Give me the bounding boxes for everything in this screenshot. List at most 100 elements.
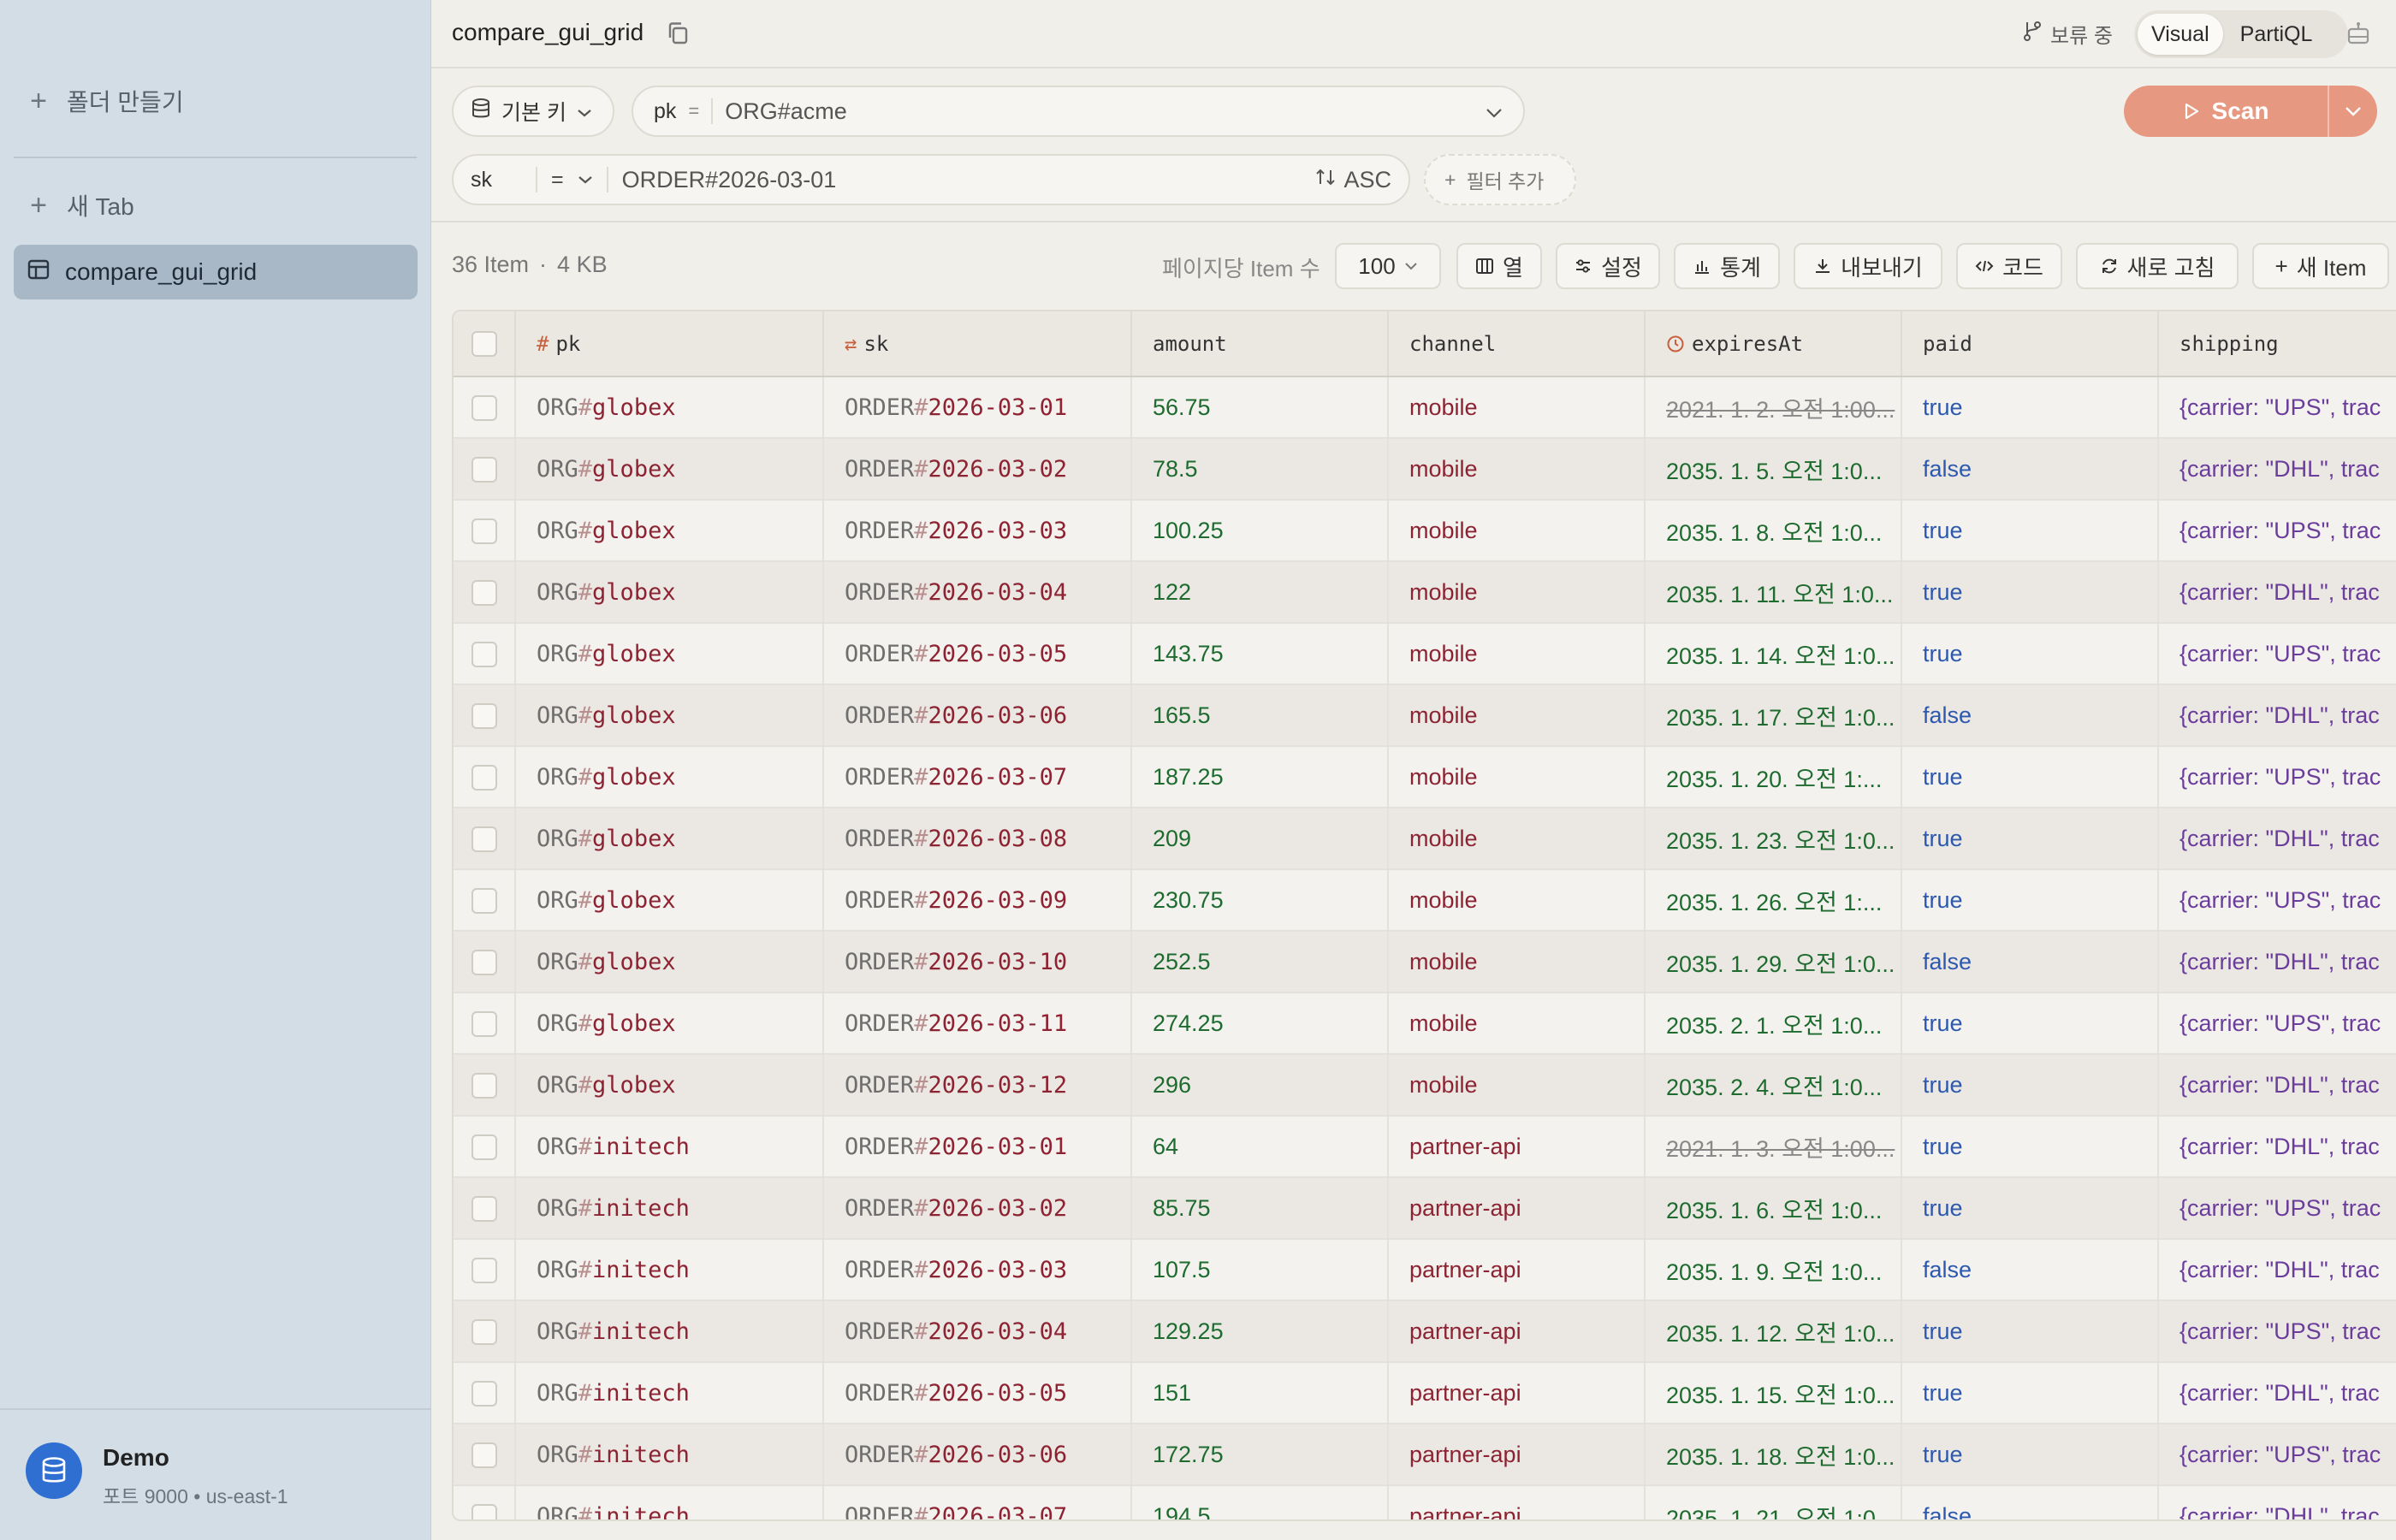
cell-channel[interactable]: mobile — [1388, 746, 1646, 808]
assistant-icon[interactable] — [2346, 21, 2370, 50]
cell-channel[interactable]: mobile — [1388, 684, 1646, 747]
sk-value-input[interactable]: ORDER#2026-03-01 — [621, 166, 837, 192]
cell-pk[interactable]: ORG#globex — [515, 500, 824, 562]
column-header-paid[interactable]: paid — [1901, 311, 2159, 377]
cell-expiresat[interactable]: 2035. 1. 6. 오전 1:0... — [1645, 1177, 1902, 1240]
select-all-checkbox[interactable] — [471, 330, 497, 357]
cell-shipping[interactable]: {carrier: "UPS", trac — [2158, 746, 2396, 808]
cell-paid[interactable]: false — [1901, 1239, 2159, 1301]
cell-paid[interactable]: true — [1901, 1177, 2159, 1240]
cell-expiresat[interactable]: 2035. 1. 23. 오전 1:0... — [1645, 808, 1902, 870]
row-checkbox[interactable] — [471, 1010, 497, 1037]
row-checkbox[interactable] — [471, 764, 497, 791]
cell-amount[interactable]: 151 — [1131, 1362, 1389, 1424]
refresh-button[interactable]: 새로 고침 — [2076, 243, 2239, 289]
stats-button[interactable]: 통계 — [1674, 243, 1780, 289]
cell-paid[interactable]: true — [1901, 1300, 2159, 1363]
table-row[interactable]: ORG#globex ORDER#2026-03-03 100.25 mobile 20… — [454, 500, 2396, 562]
cell-paid[interactable]: false — [1901, 1485, 2159, 1519]
cell-amount[interactable]: 165.5 — [1131, 684, 1389, 747]
row-checkbox[interactable] — [471, 518, 497, 544]
cell-amount[interactable]: 230.75 — [1131, 869, 1389, 932]
cell-pk[interactable]: ORG#globex — [515, 746, 824, 808]
cell-amount[interactable]: 143.75 — [1131, 623, 1389, 685]
row-checkbox[interactable] — [471, 702, 497, 729]
cell-shipping[interactable]: {carrier: "UPS", trac — [2158, 500, 2396, 562]
cell-shipping[interactable]: {carrier: "DHL", trac — [2158, 438, 2396, 500]
chevron-down-icon[interactable] — [1486, 99, 1503, 124]
column-header-sk[interactable]: ⇄ sk — [823, 311, 1132, 377]
cell-sk[interactable]: ORDER#2026-03-02 — [823, 438, 1132, 500]
row-checkbox[interactable] — [471, 1318, 497, 1345]
cell-channel[interactable]: mobile — [1388, 500, 1646, 562]
sk-operator-select[interactable]: = — [551, 168, 593, 192]
new-item-button[interactable]: + 새 Item — [2252, 243, 2389, 289]
create-folder-button[interactable]: + 폴더 만들기 — [27, 80, 184, 121]
cell-sk[interactable]: ORDER#2026-03-07 — [823, 746, 1132, 808]
cell-sk[interactable]: ORDER#2026-03-03 — [823, 1239, 1132, 1301]
cell-shipping[interactable]: {carrier: "UPS", trac — [2158, 376, 2396, 439]
cell-sk[interactable]: ORDER#2026-03-06 — [823, 684, 1132, 747]
cell-paid[interactable]: false — [1901, 438, 2159, 500]
scan-options-button[interactable] — [2328, 86, 2377, 137]
cell-pk[interactable]: ORG#initech — [515, 1116, 824, 1178]
table-row[interactable]: ORG#initech ORDER#2026-03-07 194.5 partner-… — [454, 1485, 2396, 1519]
cell-sk[interactable]: ORDER#2026-03-09 — [823, 869, 1132, 932]
column-header-shipping[interactable]: shipping — [2158, 311, 2396, 377]
row-checkbox[interactable] — [471, 1380, 497, 1407]
per-page-select[interactable]: 100 — [1335, 243, 1441, 289]
cell-pk[interactable]: ORG#globex — [515, 869, 824, 932]
cell-expiresat[interactable]: 2035. 2. 1. 오전 1:0... — [1645, 992, 1902, 1055]
cell-expiresat[interactable]: 2035. 1. 8. 오전 1:0... — [1645, 500, 1902, 562]
cell-sk[interactable]: ORDER#2026-03-12 — [823, 1054, 1132, 1116]
cell-shipping[interactable]: {carrier: "DHL", trac — [2158, 931, 2396, 993]
cell-channel[interactable]: mobile — [1388, 931, 1646, 993]
cell-amount[interactable]: 209 — [1131, 808, 1389, 870]
cell-expiresat[interactable]: 2035. 1. 5. 오전 1:0... — [1645, 438, 1902, 500]
cell-expiresat[interactable]: 2021. 1. 3. 오전 1:00... — [1645, 1116, 1902, 1178]
row-checkbox[interactable] — [471, 456, 497, 483]
column-header-expiresat[interactable]: expiresAt — [1645, 311, 1902, 377]
cell-sk[interactable]: ORDER#2026-03-01 — [823, 376, 1132, 439]
pk-value-input[interactable]: ORG#acme — [725, 98, 847, 124]
column-header-amount[interactable]: amount — [1131, 311, 1389, 377]
table-row[interactable]: ORG#globex ORDER#2026-03-04 122 mobile 2035.… — [454, 561, 2396, 624]
cell-channel[interactable]: partner-api — [1388, 1485, 1646, 1519]
cell-sk[interactable]: ORDER#2026-03-03 — [823, 500, 1132, 562]
cell-amount[interactable]: 78.5 — [1131, 438, 1389, 500]
cell-amount[interactable]: 129.25 — [1131, 1300, 1389, 1363]
cell-pk[interactable]: ORG#globex — [515, 992, 824, 1055]
cell-channel[interactable]: partner-api — [1388, 1177, 1646, 1240]
export-button[interactable]: 내보내기 — [1794, 243, 1942, 289]
cell-paid[interactable]: false — [1901, 931, 2159, 993]
table-row[interactable]: ORG#globex ORDER#2026-03-11 274.25 mobile 20… — [454, 992, 2396, 1055]
columns-button[interactable]: 열 — [1456, 243, 1542, 289]
table-row[interactable]: ORG#initech ORDER#2026-03-06 172.75 partner… — [454, 1424, 2396, 1486]
cell-amount[interactable]: 56.75 — [1131, 376, 1389, 439]
sidebar-item-table[interactable]: compare_gui_grid — [14, 245, 418, 299]
mode-visual[interactable]: Visual — [2138, 14, 2223, 55]
cell-pk[interactable]: ORG#globex — [515, 376, 824, 439]
cell-channel[interactable]: partner-api — [1388, 1239, 1646, 1301]
cell-sk[interactable]: ORDER#2026-03-11 — [823, 992, 1132, 1055]
cell-sk[interactable]: ORDER#2026-03-01 — [823, 1116, 1132, 1178]
table-row[interactable]: ORG#globex ORDER#2026-03-06 165.5 mobile 203… — [454, 684, 2396, 747]
cell-amount[interactable]: 296 — [1131, 1054, 1389, 1116]
table-row[interactable]: ORG#initech ORDER#2026-03-05 151 partner-ap… — [454, 1362, 2396, 1424]
table-row[interactable]: ORG#initech ORDER#2026-03-02 85.75 partner-… — [454, 1177, 2396, 1240]
row-checkbox[interactable] — [471, 1503, 497, 1519]
table-row[interactable]: ORG#globex ORDER#2026-03-09 230.75 mobile 20… — [454, 869, 2396, 932]
cell-paid[interactable]: true — [1901, 992, 2159, 1055]
cell-amount[interactable]: 107.5 — [1131, 1239, 1389, 1301]
cell-pk[interactable]: ORG#globex — [515, 438, 824, 500]
cell-channel[interactable]: mobile — [1388, 438, 1646, 500]
table-row[interactable]: ORG#globex ORDER#2026-03-07 187.25 mobile 20… — [454, 746, 2396, 808]
cell-amount[interactable]: 85.75 — [1131, 1177, 1389, 1240]
cell-amount[interactable]: 274.25 — [1131, 992, 1389, 1055]
row-checkbox[interactable] — [471, 1442, 497, 1468]
mode-partiql[interactable]: PartiQL — [2239, 21, 2313, 46]
cell-sk[interactable]: ORDER#2026-03-04 — [823, 561, 1132, 624]
cell-pk[interactable]: ORG#initech — [515, 1239, 824, 1301]
cell-pk[interactable]: ORG#globex — [515, 561, 824, 624]
cell-expiresat[interactable]: 2035. 1. 14. 오전 1:0... — [1645, 623, 1902, 685]
